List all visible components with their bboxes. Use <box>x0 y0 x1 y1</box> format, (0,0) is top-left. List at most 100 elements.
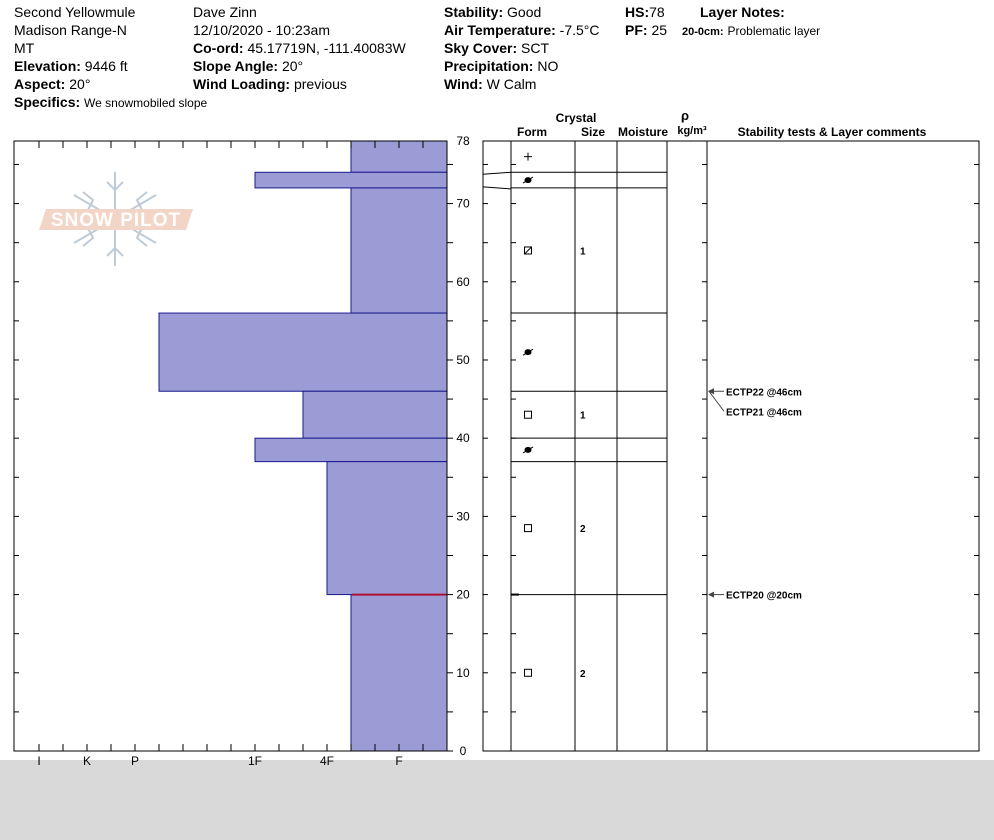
sky-value: SCT <box>521 40 550 56</box>
slope-value: 20° <box>281 58 304 74</box>
elevation-row: Elevation: 9446 ft <box>14 57 128 75</box>
hardness-bar-5 <box>254 437 448 463</box>
hs-label: HS: <box>625 4 650 20</box>
grain-form-rounded-icon <box>522 348 534 356</box>
elevation-label: Elevation: <box>14 58 81 74</box>
hardness-bar-4 <box>302 390 448 439</box>
observer-name: Dave Zinn <box>193 4 257 20</box>
stability-comments-header: Stability tests & Layer comments <box>738 125 927 139</box>
hardness-tick-label: K <box>83 754 91 768</box>
air-temp-row: Air Temperature: -7.5°C <box>444 21 600 39</box>
hardness-bar-7 <box>350 594 448 752</box>
depth-tick-label: 40 <box>456 431 470 445</box>
layer-note-row: 20-0cm: Problematic layer <box>682 21 820 41</box>
depth-tick-label: 10 <box>456 666 470 680</box>
size-header: Size <box>581 125 605 139</box>
location-name: Second Yellowmule <box>14 4 136 20</box>
hardness-bars <box>158 140 448 752</box>
sky-label: Sky Cover: <box>444 40 518 56</box>
wind-value: W Calm <box>486 76 537 92</box>
range-name: Madison Range-N <box>14 22 127 38</box>
bottom-gray-band <box>0 760 994 840</box>
moisture-header: Moisture <box>618 125 668 139</box>
layer-table: 1 1 2 2 ECTP22 @46cm ECTP21 @46cm ECTP20 @20cm <box>482 140 980 752</box>
grain-form-mixed-icon <box>524 246 532 255</box>
hardness-axis: 0 10 20 30 40 50 60 70 78 I K P 1F 4F F <box>13 134 470 768</box>
coord-value: 45.17719N, -111.40083W <box>247 40 406 56</box>
stability-test-label: ECTP20 @20cm <box>726 591 802 602</box>
sky-row: Sky Cover: SCT <box>444 39 549 57</box>
test-arrow-icon <box>708 388 714 395</box>
specifics-value: We snowmobiled slope <box>84 96 208 110</box>
precip-row: Precipitation: NO <box>444 57 558 75</box>
grain-form-facet-icon <box>524 668 532 677</box>
aspect-label: Aspect: <box>14 76 66 92</box>
aspect-row: Aspect: 20° <box>14 75 90 93</box>
hardness-bar-6 <box>326 461 448 596</box>
wind-loading-label: Wind Loading: <box>193 76 291 92</box>
stability-test-label: ECTP22 @46cm <box>726 387 802 398</box>
precip-value: NO <box>537 58 559 74</box>
grain-form-rounded-icon <box>522 446 534 454</box>
grain-size-label: 2 <box>580 669 586 680</box>
depth-tick-label: 20 <box>456 588 470 602</box>
test-arrow-line <box>708 390 725 412</box>
elevation-value: 9446 ft <box>84 58 128 74</box>
layer-notes-title: Layer Notes: <box>700 4 785 20</box>
stability-test-label: ECTP21 @46cm <box>726 407 802 418</box>
air-temp-label: Air Temperature: <box>444 22 556 38</box>
hardness-bar-2 <box>350 187 448 314</box>
hardness-tick-label: P <box>131 754 139 768</box>
hardness-tick-label: F <box>395 754 402 768</box>
test-arrow-icon <box>708 591 714 598</box>
rho-header: ρ <box>681 108 689 123</box>
air-temp-value: -7.5°C <box>559 22 600 38</box>
grain-form-rounded-icon <box>522 176 534 184</box>
snow-profile-chart: SNOW PILOT 0 10 20 30 40 50 60 70 78 I K P 1F 4F F 1 1 2… <box>13 108 980 768</box>
slope-label: Slope Angle: <box>193 58 279 74</box>
aspect-value: 20° <box>69 76 91 92</box>
state-name: MT <box>14 40 35 56</box>
boundary-connector <box>482 186 512 190</box>
density-header: kg/m³ <box>677 125 707 137</box>
wind-loading-value: previous <box>293 76 347 92</box>
coord-row: Co-ord: 45.17719N, -111.40083W <box>193 39 406 57</box>
grain-size-label: 1 <box>580 411 586 422</box>
snowpilot-logo: SNOW PILOT <box>39 172 193 266</box>
hardness-tick-label: 4F <box>320 754 334 768</box>
table-frame <box>482 140 980 752</box>
observation-datetime: 12/10/2020 - 10:23am <box>193 22 330 38</box>
wind-row: Wind: W Calm <box>444 75 536 93</box>
stability-value: Good <box>507 4 542 20</box>
pf-value: 25 <box>651 22 668 38</box>
layer-note-text: Problematic layer <box>727 24 821 38</box>
pf-label: PF: <box>625 22 648 38</box>
depth-tick-label: 78 <box>456 134 470 148</box>
hardness-bar-3 <box>158 312 448 392</box>
grain-size-label: 1 <box>580 246 586 257</box>
logo-text: SNOW PILOT <box>51 210 181 231</box>
boundary-connector <box>482 171 512 175</box>
grain-form-facet-icon <box>524 524 532 533</box>
depth-tick-label: 60 <box>456 275 470 289</box>
depth-tick-label: 0 <box>460 744 467 758</box>
precip-label: Precipitation: <box>444 58 534 74</box>
grain-form-facet-icon <box>524 410 532 419</box>
grain-form-mixed-icon <box>524 246 532 255</box>
depth-tick-label: 70 <box>456 197 470 211</box>
hardness-bar-1 <box>254 171 448 189</box>
stability-label: Stability: <box>444 4 504 20</box>
layer-note-range: 20-0cm: <box>682 26 724 38</box>
specifics-label: Specifics: <box>14 94 81 110</box>
coord-label: Co-ord: <box>193 40 244 56</box>
specifics-row: Specifics: We snowmobiled slope <box>14 93 207 112</box>
crystal-header: Crystal <box>556 111 597 125</box>
hs-row: HS:78 <box>625 3 665 21</box>
depth-tick-label: 50 <box>456 353 470 367</box>
depth-tick-label: 30 <box>456 509 470 523</box>
form-header: Form <box>517 125 547 139</box>
stability-row: Stability: Good <box>444 3 541 21</box>
wind-label: Wind: <box>444 76 483 92</box>
slope-row: Slope Angle: 20° <box>193 57 303 75</box>
hardness-tick-label: I <box>37 754 40 768</box>
